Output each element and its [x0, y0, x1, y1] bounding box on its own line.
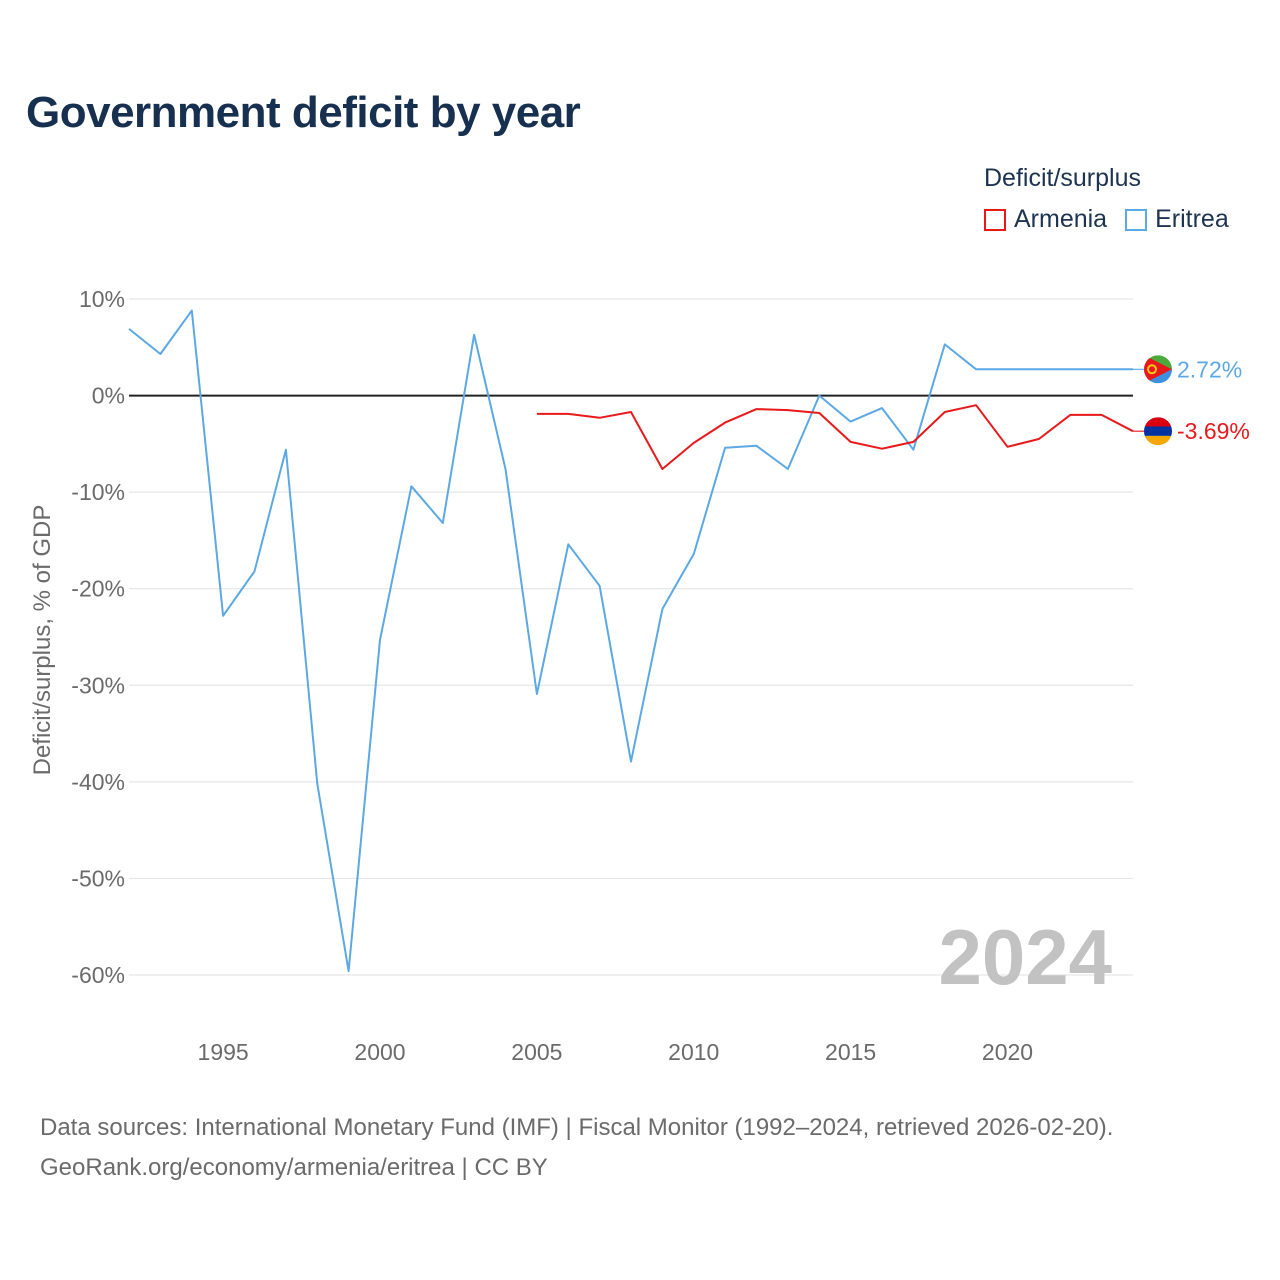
legend-title: Deficit/surplus: [984, 164, 1141, 192]
x-tick-label: 2000: [354, 1039, 405, 1065]
y-tick-label: 0%: [92, 383, 125, 409]
x-tick-label: 1995: [198, 1039, 249, 1065]
source-line-2[interactable]: GeoRank.org/economy/armenia/eritrea | CC…: [40, 1154, 548, 1181]
y-tick-label: -20%: [71, 576, 125, 602]
end-markers: 2.72% -3.69%: [1144, 355, 1250, 446]
chart-title: Government deficit by year: [26, 88, 581, 137]
legend-item-armenia[interactable]: Armenia: [984, 205, 1107, 234]
chart-plot: 10% 0% -10% -20% -30% -40% -50% -60% 1995 2000 20…: [29, 286, 1250, 1065]
y-tick-label: -30%: [71, 672, 125, 698]
y-tick-label: -10%: [71, 479, 125, 505]
y-axis-label: Deficit/surplus, % of GDP: [29, 505, 56, 776]
legend-item-eritrea[interactable]: Eritrea: [1125, 205, 1229, 234]
current-year-watermark: 2024: [938, 913, 1112, 1001]
legend-swatch-armenia: [984, 208, 1006, 231]
legend: Armenia Eritrea: [984, 205, 1247, 234]
source-line-1: Data sources: International Monetary Fun…: [40, 1114, 1114, 1141]
x-axis-ticks: 1995 2000 2005 2010 2015 2020: [198, 1039, 1034, 1065]
legend-swatch-eritrea: [1125, 208, 1148, 231]
series-line-eritrea: [128, 309, 1133, 973]
x-tick-label: 2010: [668, 1039, 719, 1065]
y-tick-label: -50%: [71, 865, 125, 891]
source-note: Data sources: International Monetary Fun…: [40, 1108, 1113, 1188]
y-tick-label: -60%: [71, 962, 125, 988]
armenia-end-value: -3.69%: [1177, 418, 1250, 444]
eritrea-flag-icon: [1144, 355, 1172, 384]
y-tick-label: -40%: [71, 769, 125, 795]
x-tick-label: 2005: [511, 1039, 562, 1065]
armenia-flag-icon: [1144, 417, 1172, 446]
series-lines: [128, 309, 1158, 973]
eritrea-end-value: 2.72%: [1177, 356, 1242, 382]
y-axis-ticks: 10% 0% -10% -20% -30% -40% -50% -60%: [71, 286, 125, 988]
y-tick-label: 10%: [79, 286, 125, 312]
legend-label-armenia: Armenia: [1014, 205, 1108, 233]
x-tick-label: 2015: [825, 1039, 876, 1065]
x-tick-label: 2020: [982, 1039, 1033, 1065]
gridlines: [129, 298, 1133, 976]
legend-label-eritrea: Eritrea: [1155, 205, 1229, 233]
series-line-armenia: [536, 404, 1134, 470]
